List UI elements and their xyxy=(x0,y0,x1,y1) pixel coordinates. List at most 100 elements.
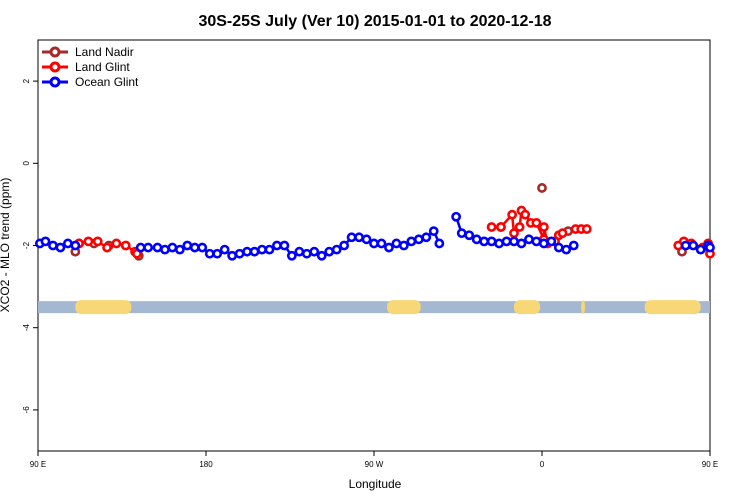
data-point xyxy=(514,222,525,232)
legend-label: Ocean Glint xyxy=(75,75,139,89)
data-point xyxy=(294,246,305,257)
data-point xyxy=(520,209,531,220)
data-point xyxy=(70,240,81,251)
data-point xyxy=(152,242,163,253)
data-point xyxy=(331,244,342,255)
legend-entry-land-glint: Land Glint xyxy=(42,60,130,74)
data-point xyxy=(182,240,193,251)
data-point xyxy=(212,248,223,259)
data-point xyxy=(531,236,542,247)
data-point xyxy=(62,238,73,249)
legend-entry-ocean-glint: Ocean Glint xyxy=(42,75,139,89)
data-point xyxy=(102,242,112,253)
data-point xyxy=(339,240,350,251)
y-axis: -6 -4 -2 0 2 xyxy=(22,78,38,413)
data-point xyxy=(695,244,706,255)
data-point xyxy=(120,240,131,251)
ocean-band xyxy=(38,301,710,314)
data-point xyxy=(316,250,327,261)
y-tick-label: 2 xyxy=(22,78,31,83)
data-point xyxy=(369,238,379,249)
data-point xyxy=(92,236,103,247)
land-segment xyxy=(387,300,421,315)
legend-label: Land Nadir xyxy=(75,45,134,59)
data-point xyxy=(189,242,200,253)
data-point xyxy=(546,236,557,247)
data-point xyxy=(197,242,208,253)
data-point xyxy=(174,244,185,255)
data-point xyxy=(301,248,312,259)
data-point xyxy=(264,244,275,255)
data-point xyxy=(494,238,504,249)
data-point xyxy=(538,238,549,249)
data-point xyxy=(581,224,592,234)
y-tick-label: -2 xyxy=(22,241,31,249)
x-tick-label: 180 xyxy=(199,460,213,469)
data-point xyxy=(227,250,238,261)
data-point xyxy=(204,248,215,259)
data-point xyxy=(324,246,335,257)
data-point xyxy=(384,242,394,253)
x-tick-label: 0 xyxy=(540,460,545,469)
data-point xyxy=(135,242,146,253)
data-point xyxy=(688,240,699,251)
chart-title: 30S-25S July (Ver 10) 2015-01-01 to 2020… xyxy=(198,13,551,30)
data-point xyxy=(538,222,549,232)
series-layer xyxy=(34,183,715,261)
data-point xyxy=(398,240,409,251)
data-point xyxy=(354,232,364,243)
data-point xyxy=(507,209,518,220)
data-point xyxy=(553,242,564,253)
data-point xyxy=(83,236,94,247)
data-point xyxy=(496,222,506,232)
data-point xyxy=(451,211,462,222)
data-point xyxy=(346,232,357,243)
legend-label: Land Glint xyxy=(75,60,130,74)
data-point xyxy=(160,244,170,255)
data-point xyxy=(471,234,482,245)
data-point xyxy=(428,226,439,237)
data-point xyxy=(479,236,490,247)
data-point xyxy=(219,244,230,255)
y-tick-label: -6 xyxy=(22,406,31,414)
data-point xyxy=(516,238,527,249)
data-point xyxy=(421,232,432,243)
data-point xyxy=(391,238,402,249)
data-point xyxy=(406,236,417,247)
x-tick-label: 90 E xyxy=(702,460,718,469)
data-point xyxy=(272,240,282,251)
data-point xyxy=(242,246,252,257)
data-point xyxy=(434,238,445,249)
data-point xyxy=(705,242,715,253)
data-point xyxy=(486,222,497,232)
x-axis-label: Longitude xyxy=(349,477,402,491)
data-point xyxy=(486,236,497,247)
data-point xyxy=(501,236,512,247)
data-point xyxy=(376,238,387,249)
data-point xyxy=(361,234,372,245)
y-axis-label: XCO2 - MLO trend (ppm) xyxy=(0,178,12,313)
data-point xyxy=(48,240,58,251)
data-point xyxy=(279,240,290,251)
data-point xyxy=(111,238,122,249)
data-point xyxy=(413,234,424,245)
data-point xyxy=(537,183,547,193)
data-point xyxy=(531,217,542,228)
land-segment xyxy=(514,300,541,315)
data-point xyxy=(524,234,534,245)
data-point xyxy=(234,248,245,259)
data-point xyxy=(456,228,467,239)
legend: Land Nadir Land Glint Ocean Glint xyxy=(42,45,139,89)
land-segment xyxy=(644,300,701,315)
data-point xyxy=(249,246,260,257)
y-tick-label: 0 xyxy=(22,161,31,166)
x-tick-label: 90 W xyxy=(365,460,384,469)
land-segment xyxy=(581,300,585,315)
data-point xyxy=(557,228,568,239)
data-point xyxy=(561,244,572,255)
x-axis: 90 E 180 90 W 0 90 E xyxy=(30,451,718,469)
data-point xyxy=(680,240,691,251)
series-ocean-glint xyxy=(34,211,715,261)
data-point xyxy=(568,240,579,251)
